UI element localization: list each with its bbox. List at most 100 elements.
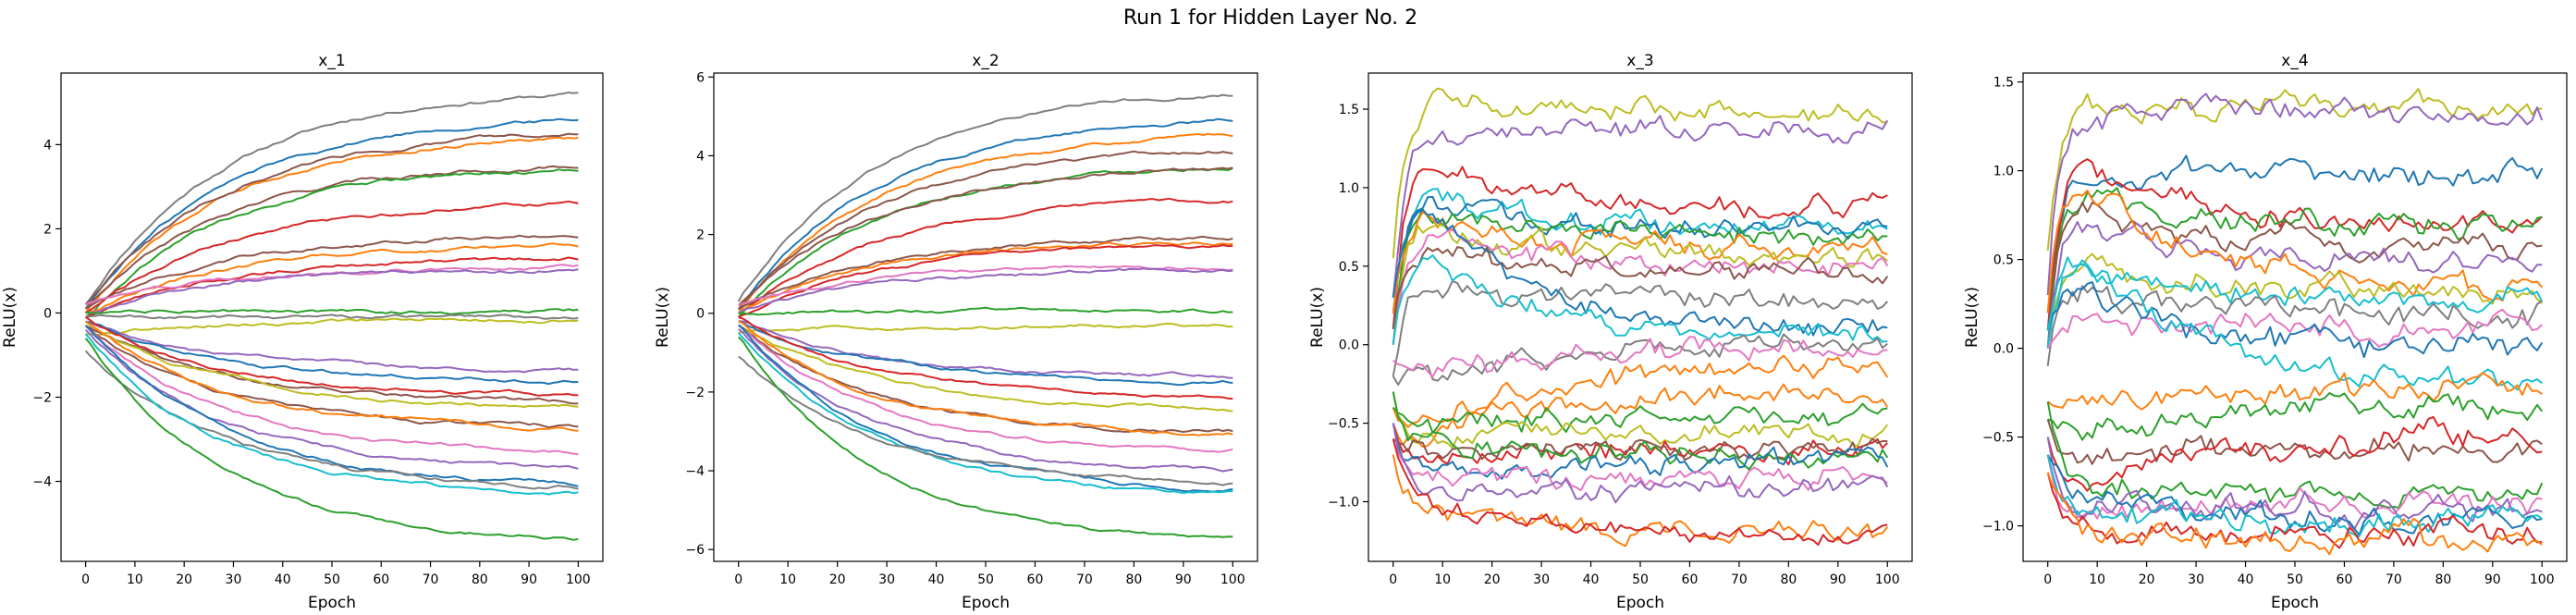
- series-line: [2046, 472, 2543, 556]
- series-line: [84, 117, 579, 310]
- x-tick-label: 50: [324, 572, 340, 587]
- x-tick-label: 20: [1484, 572, 1501, 587]
- y-axis-label: ReLU(x): [1963, 287, 1981, 348]
- x-tick-label: 70: [423, 572, 439, 587]
- series-line: [85, 317, 579, 337]
- series-line: [84, 325, 579, 429]
- x-tick-label: 70: [1076, 572, 1093, 587]
- y-tick-label: 0.5: [1993, 253, 2014, 268]
- series-line: [1392, 87, 1888, 259]
- series-line: [738, 244, 1233, 318]
- series-line: [1392, 280, 1889, 376]
- y-tick-label: 1.5: [1339, 103, 1359, 117]
- series-line: [1392, 423, 1889, 504]
- x-tick-label: 70: [2386, 572, 2402, 587]
- x-tick-label: 40: [2238, 572, 2254, 587]
- subplot-title: x_1: [318, 52, 345, 70]
- y-tick-label: −4: [685, 464, 705, 479]
- series-line: [2046, 92, 2544, 296]
- series-line: [84, 328, 579, 470]
- y-tick-label: −4: [32, 475, 52, 490]
- series-line: [1392, 383, 1889, 449]
- series-line: [85, 256, 579, 318]
- x-tick-label: 50: [1632, 572, 1649, 587]
- series-line: [1392, 208, 1888, 345]
- x-tick-label: 40: [275, 572, 291, 587]
- y-tick-label: −2: [685, 386, 705, 400]
- series-line: [2046, 154, 2544, 314]
- y-tick-label: 4: [43, 138, 52, 153]
- series-line: [1392, 336, 1888, 378]
- series-line: [2046, 454, 2543, 520]
- series-line: [1392, 254, 1888, 345]
- x-tick-label: 10: [1434, 572, 1451, 587]
- y-tick-label: 2: [43, 222, 52, 237]
- x-tick-label: 90: [1175, 572, 1192, 587]
- y-tick-label: −1.0: [1328, 495, 1359, 510]
- subplot-x-4: 0 10 20 30 40 50 60 70 80 90 100 −1.0 −0.5 0.0 0.5 1.0 1…: [1963, 52, 2568, 612]
- series-line: [84, 92, 579, 305]
- series-line: [2046, 158, 2544, 331]
- series-line: [1392, 454, 1889, 547]
- series-line: [738, 320, 1233, 379]
- y-tick-label: 0: [43, 306, 52, 321]
- x-tick-label: 100: [2530, 572, 2555, 587]
- x-tick-label: 40: [1583, 572, 1600, 587]
- series-line: [738, 316, 1233, 400]
- x-axis-label: Epoch: [1616, 594, 1664, 612]
- subplot-title: x_2: [972, 52, 999, 70]
- series-line: [738, 235, 1233, 311]
- series-line: [85, 242, 579, 314]
- x-tick-label: 30: [878, 572, 895, 587]
- x-tick-label: 50: [977, 572, 994, 587]
- plot-frame: [713, 72, 1258, 562]
- y-tick-label: −2: [32, 390, 52, 405]
- subplot-title: x_3: [1626, 52, 1653, 70]
- series-line: [737, 166, 1233, 311]
- y-tick-label: 0.0: [1993, 342, 2014, 357]
- x-tick-label: 10: [779, 572, 796, 587]
- y-tick-label: 0.0: [1339, 338, 1359, 353]
- x-tick-label: 100: [566, 572, 591, 587]
- y-tick-label: −1.0: [1982, 520, 2014, 535]
- series-line: [2046, 401, 2544, 510]
- x-tick-label: 20: [176, 572, 192, 587]
- series-line: [2046, 419, 2543, 465]
- subplots-group: 0 10 20 30 40 50 60 70 80 90 100−4−2024x_1EpochReL…: [1, 52, 2568, 612]
- y-tick-label: −0.5: [1982, 431, 2014, 446]
- plot-frame: [2022, 72, 2568, 562]
- series-line: [85, 200, 579, 314]
- series-line: [2046, 308, 2543, 350]
- series-line: [1392, 246, 1889, 329]
- series-line: [2046, 256, 2543, 391]
- series-lines: [1392, 87, 1889, 547]
- series-line: [2046, 202, 2543, 331]
- y-tick-label: 1.0: [1993, 165, 2014, 179]
- series-line: [737, 93, 1233, 302]
- series-line: [1392, 333, 1888, 386]
- series-line: [85, 264, 579, 306]
- series-line: [84, 325, 579, 487]
- subplot-x-2: 0 10 20 30 40 50 60 70 80 90 100 −6 −4 −2 0 2 4 6 x_2 Epoch…: [654, 52, 1258, 612]
- series-line: [737, 332, 1233, 495]
- series-line: [738, 197, 1233, 314]
- series-line: [2046, 415, 2543, 492]
- series-line: [738, 328, 1233, 473]
- series-line: [738, 355, 1233, 486]
- series-line: [2046, 221, 2543, 349]
- series-line: [85, 320, 579, 386]
- series-line: [737, 336, 1233, 538]
- y-tick-label: 4: [696, 149, 705, 164]
- series-line: [85, 314, 579, 320]
- series-line: [84, 136, 579, 314]
- series-line: [738, 324, 1233, 412]
- series-line: [84, 168, 579, 318]
- series-line: [84, 320, 579, 408]
- series-line: [1392, 391, 1889, 471]
- series-line: [84, 325, 579, 456]
- x-tick-label: 70: [1731, 572, 1748, 587]
- y-tick-label: 6: [696, 70, 705, 85]
- y-tick-label: 1.5: [1993, 76, 2014, 91]
- series-line: [84, 338, 579, 541]
